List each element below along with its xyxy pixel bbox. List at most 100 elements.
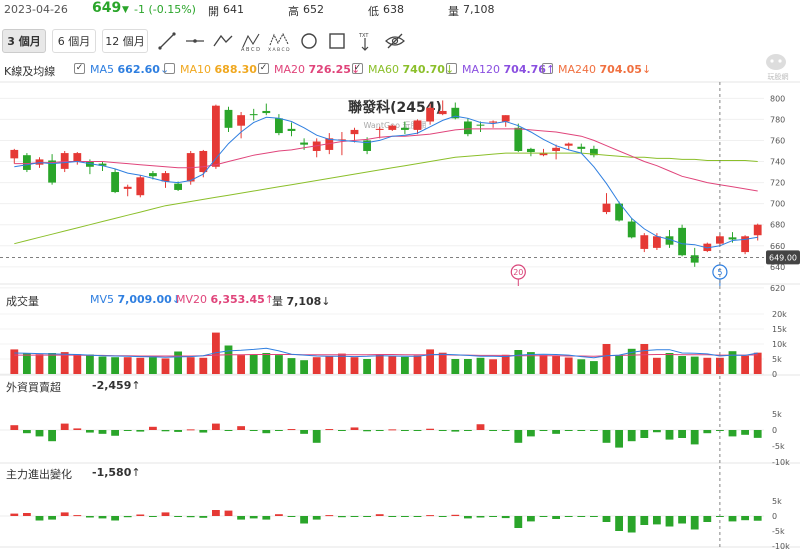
candle-body	[262, 110, 271, 114]
event-marker-label: 5	[717, 268, 722, 277]
main-force-bar	[300, 516, 309, 524]
ma20-line	[14, 128, 758, 192]
main-force-bar	[703, 516, 712, 522]
event-marker	[510, 264, 526, 280]
low-value: 638	[383, 3, 404, 16]
main-force-bar	[627, 516, 636, 533]
volume-bar	[489, 359, 498, 374]
foreign-bar	[325, 429, 334, 431]
candle-body	[300, 142, 309, 145]
ma-legend: K線及均線 ✓ MA5 662.60↓ MA10 688.30 ✓ MA20 7…	[0, 60, 800, 80]
main-force-tick-label: -5k	[772, 527, 785, 536]
quote-price: 649	[92, 0, 122, 16]
foreign-bar	[312, 430, 321, 443]
main-force-bar	[640, 516, 649, 525]
candle-body	[589, 148, 598, 156]
volume-bar	[35, 354, 44, 374]
candle-body	[249, 114, 258, 116]
horizontal-line-icon[interactable]	[184, 30, 206, 52]
ma10-checkbox[interactable]	[164, 63, 175, 74]
volume-bar	[577, 359, 586, 374]
candle-body	[526, 148, 535, 153]
main-force-bar	[60, 512, 69, 516]
candle-body	[274, 118, 283, 134]
main-force-bar	[22, 513, 31, 516]
volume-bar	[237, 355, 246, 374]
last-price-label: 649.00	[769, 253, 797, 262]
mv20-legend: MV20 6,353.45↑	[176, 293, 275, 306]
volume-bar	[10, 349, 19, 374]
candle-body	[451, 107, 460, 119]
foreign-bar	[741, 430, 750, 435]
foreign-bar	[174, 430, 183, 432]
main-force-bar	[375, 514, 384, 516]
candle-body	[237, 115, 246, 126]
candle-body	[728, 237, 737, 240]
main-force-bar	[148, 516, 157, 517]
candle-body	[123, 186, 132, 189]
rectangle-icon[interactable]	[326, 30, 348, 52]
volume-panel: 0 5k 10k 15k 20k	[0, 310, 787, 379]
xabcd-pattern-icon[interactable]: X A B C D	[268, 30, 290, 52]
ma20-checkbox[interactable]: ✓	[258, 63, 269, 74]
tab-12-months[interactable]: 12 個月	[102, 29, 148, 53]
candle-body	[22, 155, 31, 170]
volume-bar	[552, 356, 561, 374]
candle-body	[413, 120, 422, 130]
volume-tick-label: 20k	[772, 310, 787, 319]
ma120-checkbox[interactable]	[446, 63, 457, 74]
volume-bar	[161, 358, 170, 374]
candle-body	[388, 125, 397, 130]
tab-6-months[interactable]: 6 個月	[52, 29, 96, 53]
foreign-bar	[476, 424, 485, 430]
foreign-value: -2,459↑	[92, 379, 141, 392]
main-force-bar	[186, 516, 195, 518]
foreign-bar	[426, 428, 435, 430]
ma240-checkbox[interactable]	[542, 63, 553, 74]
candle-body	[703, 243, 712, 252]
candle-body	[438, 110, 447, 115]
grid	[0, 81, 800, 548]
text-icon[interactable]: TXT	[354, 30, 376, 52]
foreign-bar	[22, 430, 31, 434]
volume-bar	[438, 352, 447, 374]
volume-tick-label: 10k	[772, 340, 787, 349]
main-force-value: -1,580↑	[92, 466, 141, 479]
foreign-bar	[640, 430, 649, 438]
candle-body	[640, 235, 649, 249]
tab-3-months[interactable]: 3 個月	[2, 29, 46, 53]
volume-bar	[728, 351, 737, 374]
last-price-badge	[766, 250, 800, 265]
low-label: 低	[368, 5, 379, 18]
polyline-icon[interactable]	[212, 30, 234, 52]
open-label: 開	[208, 5, 219, 18]
abcd-pattern-icon[interactable]: A B C D	[240, 30, 262, 52]
candle-body	[375, 128, 384, 130]
volume-bar	[249, 354, 258, 374]
foreign-bar	[514, 430, 523, 443]
trendline-icon[interactable]	[156, 30, 178, 52]
volume-bar	[123, 357, 132, 374]
main-force-bar	[98, 516, 107, 519]
svg-text:TXT: TXT	[358, 33, 369, 39]
brand-logo-text: 玩股網	[768, 72, 789, 81]
main-force-bar	[136, 514, 145, 516]
volume-bar	[602, 344, 611, 374]
hide-icon[interactable]	[384, 30, 406, 52]
price-tick-label: 740	[770, 158, 785, 167]
volume-bar	[350, 357, 359, 374]
circle-icon[interactable]	[298, 30, 320, 52]
price-tick-label: 680	[770, 221, 785, 230]
ma60-checkbox[interactable]: ✓	[352, 63, 363, 74]
foreign-bar	[111, 430, 120, 436]
kline-title: K線及均線	[4, 65, 56, 78]
candle-body	[539, 153, 548, 156]
ma5-checkbox[interactable]: ✓	[74, 63, 85, 74]
main-force-bar	[426, 515, 435, 517]
candle-body	[73, 153, 82, 162]
candle-body	[741, 236, 750, 253]
open-value: 641	[223, 3, 244, 16]
foreign-bar	[463, 430, 472, 431]
foreign-bar	[300, 430, 309, 434]
